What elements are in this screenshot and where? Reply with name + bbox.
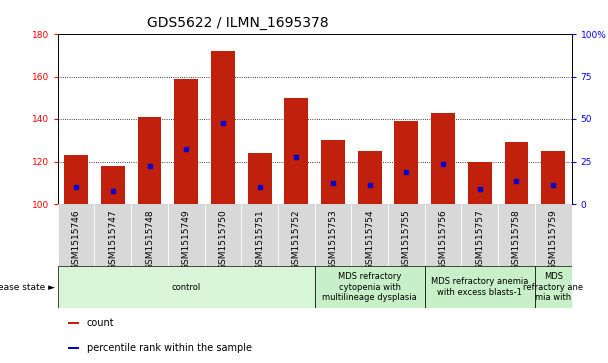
Bar: [535, 266, 572, 308]
Bar: [535, 204, 572, 266]
Bar: [395, 121, 418, 204]
Bar: [351, 204, 388, 266]
Bar: [101, 166, 125, 204]
Text: GSM1515758: GSM1515758: [512, 209, 521, 270]
Bar: [204, 204, 241, 266]
Bar: [425, 266, 535, 308]
Bar: [285, 98, 308, 204]
Text: GSM1515751: GSM1515751: [255, 209, 264, 270]
Text: GSM1515746: GSM1515746: [72, 209, 81, 270]
Bar: [58, 204, 94, 266]
Bar: [174, 79, 198, 204]
Bar: [541, 151, 565, 204]
Text: MDS refractory
cytopenia with
multilineage dysplasia: MDS refractory cytopenia with multilinea…: [322, 272, 417, 302]
Text: GDS5622 / ILMN_1695378: GDS5622 / ILMN_1695378: [147, 16, 328, 30]
Bar: [68, 347, 79, 349]
Bar: [505, 142, 528, 204]
Bar: [64, 155, 88, 204]
Bar: [388, 204, 425, 266]
Text: GSM1515756: GSM1515756: [438, 209, 447, 270]
Bar: [211, 51, 235, 204]
Text: GSM1515755: GSM1515755: [402, 209, 411, 270]
Bar: [468, 162, 492, 204]
Text: disease state ►: disease state ►: [0, 282, 55, 291]
Bar: [425, 204, 461, 266]
Bar: [137, 117, 162, 204]
Text: GSM1515747: GSM1515747: [108, 209, 117, 270]
Text: count: count: [86, 318, 114, 329]
Bar: [168, 204, 204, 266]
Text: MDS
refractory ane
mia with: MDS refractory ane mia with: [523, 272, 583, 302]
Text: GSM1515753: GSM1515753: [328, 209, 337, 270]
Bar: [431, 113, 455, 204]
Bar: [315, 266, 425, 308]
Text: GSM1515749: GSM1515749: [182, 209, 191, 270]
Bar: [498, 204, 535, 266]
Bar: [461, 204, 498, 266]
Bar: [68, 322, 79, 325]
Bar: [247, 153, 272, 204]
Bar: [58, 266, 315, 308]
Text: GSM1515757: GSM1515757: [475, 209, 485, 270]
Text: MDS refractory anemia
with excess blasts-1: MDS refractory anemia with excess blasts…: [431, 277, 528, 297]
Text: GSM1515759: GSM1515759: [548, 209, 558, 270]
Bar: [241, 204, 278, 266]
Text: control: control: [171, 282, 201, 291]
Bar: [278, 204, 315, 266]
Text: GSM1515748: GSM1515748: [145, 209, 154, 270]
Bar: [131, 204, 168, 266]
Bar: [94, 204, 131, 266]
Text: GSM1515750: GSM1515750: [218, 209, 227, 270]
Bar: [321, 140, 345, 204]
Bar: [358, 151, 382, 204]
Text: GSM1515752: GSM1515752: [292, 209, 301, 270]
Bar: [315, 204, 351, 266]
Text: GSM1515754: GSM1515754: [365, 209, 374, 270]
Text: percentile rank within the sample: percentile rank within the sample: [86, 343, 252, 353]
